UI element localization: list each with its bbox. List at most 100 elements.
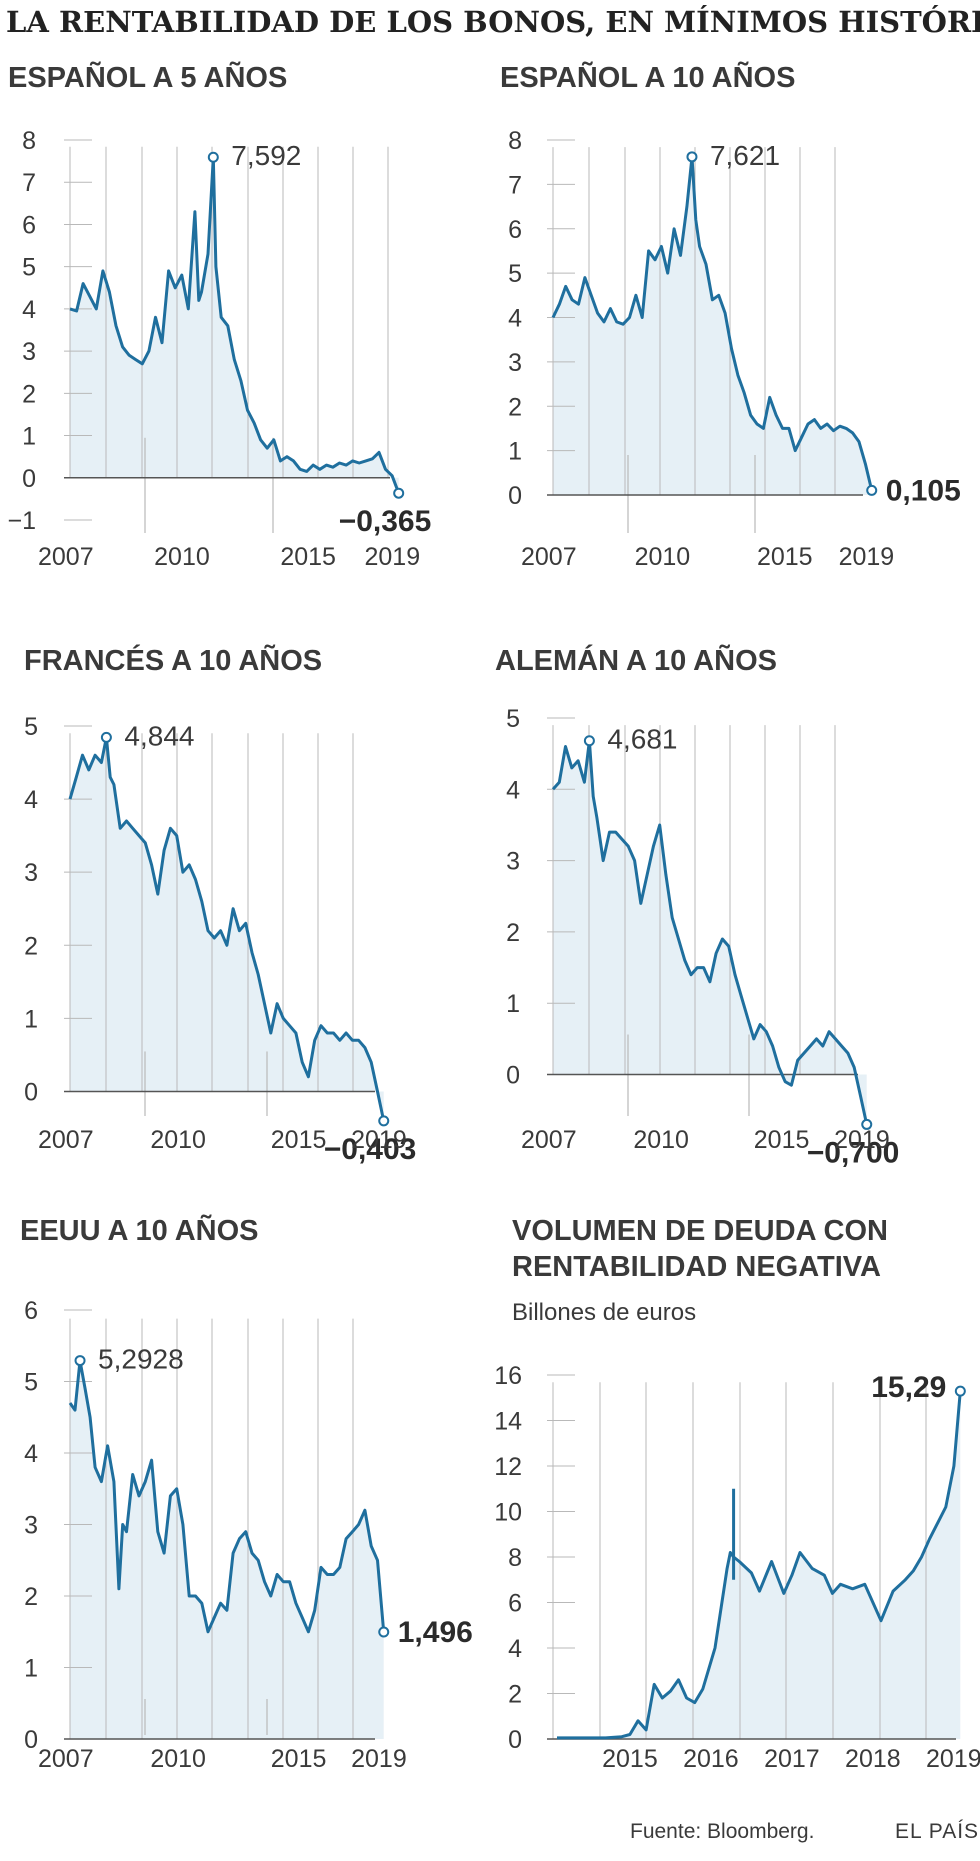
- series-line: [551, 739, 869, 1125]
- main-title: LA RENTABILIDAD DE LOS BONOS, EN MÍNIMOS…: [6, 4, 980, 39]
- y-tick-label: 8: [508, 1544, 522, 1572]
- chart-title: ALEMÁN A 10 AÑOS: [495, 643, 777, 677]
- y-tick-label: 6: [508, 1590, 522, 1618]
- y-tick-label: 4: [508, 305, 522, 333]
- latest-value-label: −0,403: [324, 1133, 417, 1166]
- y-tick-label: 12: [494, 1453, 522, 1481]
- y-tick-label: 1: [22, 423, 36, 451]
- series-line: [68, 1359, 386, 1634]
- chart-fr10: FRANCÉS A 10 AÑOS 0 1 2 3 4 5 4,844 −0,403 2007 20…: [24, 643, 416, 1166]
- latest-value-label: −0,700: [807, 1136, 900, 1169]
- y-tick-label: 14: [494, 1408, 522, 1436]
- area-fill: [553, 156, 872, 496]
- x-tick-label: 2007: [38, 1126, 94, 1154]
- series-line: [69, 155, 401, 494]
- brand-logo: EL PAÍS: [895, 1820, 979, 1843]
- y-tick-label: 0: [24, 1726, 38, 1754]
- latest-value-label: 0,105: [886, 474, 961, 507]
- x-tick-label: 2015: [757, 543, 813, 571]
- peak-value-label: 4,681: [607, 724, 677, 755]
- chart-title-line: VOLUMEN DE DEUDA CON: [512, 1215, 888, 1247]
- y-tick-label: 4: [508, 1635, 522, 1663]
- chart-title: ESPAÑOL A 10 AÑOS: [500, 60, 795, 94]
- y-tick-label: 3: [24, 859, 38, 887]
- y-tick-label: 4: [24, 1440, 38, 1468]
- latest-value-label: 1,496: [398, 1616, 473, 1649]
- annotation-marker: [954, 1385, 966, 1397]
- peak-value-label: 4,844: [124, 720, 194, 751]
- x-tick-label: 2010: [154, 543, 210, 571]
- y-tick-label: 1: [508, 438, 522, 466]
- y-tick-label: 7: [508, 171, 522, 199]
- latest-value-label: −0,365: [339, 505, 432, 538]
- x-tick-label: 2007: [38, 1745, 94, 1773]
- chart-us10: EEUU A 10 AÑOS 0 1 2 3 4 5 6 5,2928 1,496 2007 2010…: [20, 1213, 473, 1773]
- chart-es10: ESPAÑOL A 10 AÑOS 0 1 2 3 4 5 6 7 8 7,621 0,105 2007…: [500, 60, 961, 571]
- area-fill: [70, 1360, 384, 1739]
- chart-title-line: RENTABILIDAD NEGATIVA: [512, 1251, 881, 1283]
- y-tick-label: 6: [24, 1297, 38, 1325]
- y-tick-label: 6: [508, 216, 522, 244]
- peak-value-label: 7,592: [231, 140, 301, 171]
- y-tick-label: 1: [24, 1655, 38, 1683]
- x-tick-label: 2010: [150, 1745, 206, 1773]
- chart-de10: ALEMÁN A 10 AÑOS 0 1 2 3 4 5 4,681 −0,700 2007 201…: [495, 643, 899, 1169]
- x-tick-label: 2019: [351, 1126, 407, 1154]
- annotation-marker: [686, 151, 698, 163]
- x-tick-label: 2019: [834, 1126, 890, 1154]
- area-fill: [70, 737, 384, 1121]
- y-tick-label: 8: [508, 127, 522, 155]
- y-tick-label: 4: [506, 776, 520, 804]
- chart-title: FRANCÉS A 10 AÑOS: [24, 643, 322, 677]
- x-tick-label: 2015: [754, 1126, 810, 1154]
- x-tick-label: 2010: [150, 1126, 206, 1154]
- y-tick-label: 5: [24, 713, 38, 741]
- chart-title: ESPAÑOL A 5 AÑOS: [8, 60, 287, 94]
- chart-subtitle: Billones de euros: [512, 1299, 696, 1326]
- area-fill: [70, 157, 399, 494]
- peak-value-label: 5,2928: [98, 1344, 184, 1375]
- y-tick-label: 3: [22, 338, 36, 366]
- y-tick-label: 2: [22, 380, 36, 408]
- x-tick-label: 2015: [280, 543, 336, 571]
- y-tick-label: 16: [494, 1362, 522, 1390]
- annotation-marker: [74, 1355, 86, 1367]
- y-tick-label: 1: [506, 990, 520, 1018]
- x-tick-label: 2016: [683, 1745, 739, 1773]
- annotation-marker: [393, 487, 405, 499]
- y-tick-label: 2: [506, 919, 520, 947]
- y-tick-label: 5: [508, 260, 522, 288]
- y-tick-label: 7: [22, 169, 36, 197]
- y-tick-label: −1: [7, 507, 36, 535]
- annotation-marker: [861, 1118, 873, 1130]
- x-tick-label: 2015: [602, 1745, 658, 1773]
- y-tick-label: 0: [506, 1062, 520, 1090]
- y-tick-label: 4: [24, 786, 38, 814]
- x-tick-label: 2019: [926, 1745, 980, 1773]
- y-tick-label: 0: [508, 482, 522, 510]
- x-tick-label: 2019: [365, 543, 421, 571]
- y-tick-label: 3: [508, 349, 522, 377]
- y-tick-label: 1: [24, 1005, 38, 1033]
- x-tick-label: 2007: [521, 1126, 577, 1154]
- y-tick-label: 2: [508, 393, 522, 421]
- x-tick-label: 2010: [635, 543, 691, 571]
- y-tick-label: 0: [24, 1078, 38, 1106]
- y-tick-label: 3: [24, 1512, 38, 1540]
- y-tick-label: 2: [508, 1681, 522, 1709]
- area-fill: [553, 740, 867, 1125]
- annotation-marker: [378, 1626, 390, 1638]
- series-line: [551, 155, 874, 491]
- y-tick-label: 10: [494, 1499, 522, 1527]
- source-note: Fuente: Bloomberg.: [630, 1820, 814, 1843]
- series-line: [557, 1391, 962, 1740]
- x-tick-label: 2015: [271, 1126, 327, 1154]
- x-tick-label: 2019: [351, 1745, 407, 1773]
- x-tick-label: 2007: [521, 543, 577, 571]
- chart-neg: VOLUMEN DE DEUDA CON RENTABILIDAD NEGATIV…: [494, 1215, 980, 1773]
- y-tick-label: 0: [22, 465, 36, 493]
- annotation-marker: [378, 1115, 390, 1127]
